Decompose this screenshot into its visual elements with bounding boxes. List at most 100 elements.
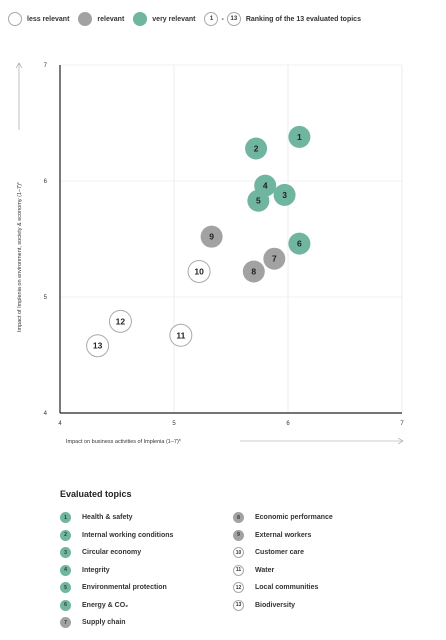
point-label: 12: [116, 316, 126, 326]
point-marker: [245, 137, 268, 160]
topic-item: 9 External workers: [233, 529, 312, 541]
very-relevant-swatch: [133, 12, 148, 26]
y-tick-label: 4: [44, 411, 48, 417]
topic-rank-badge: 9: [233, 529, 244, 541]
point-label: 6: [297, 239, 302, 249]
topic-label: External workers: [255, 531, 312, 539]
topic-item: 13 Biodiversity: [233, 599, 296, 611]
y-tick-label: 5: [44, 295, 48, 301]
topic-rank-badge: 10: [233, 547, 244, 558]
topic-rank-badge: 7: [60, 617, 71, 628]
topic-rank-badge: 5: [60, 582, 71, 593]
point-marker: [273, 183, 296, 206]
data-point-6: 6: [288, 232, 311, 255]
legend-item-less-relevant: less relevant: [8, 12, 69, 26]
topic-label: Local communities: [255, 584, 319, 591]
data-point-1: 1: [288, 125, 311, 148]
y-axis-label: Impact of Implenia on environment, socie…: [17, 181, 23, 332]
topic-label: Supply chain: [82, 619, 126, 626]
topic-item: 1 Health & safety: [60, 512, 133, 523]
y-tick-label: 7: [44, 63, 48, 69]
data-point-8: 8: [242, 260, 265, 283]
topic-rank-badge: 11: [233, 564, 244, 576]
topic-label: Biodiversity: [255, 601, 296, 609]
point-label: 2: [254, 144, 259, 154]
rank-dash: -: [221, 15, 224, 23]
topic-rank-badge: 1: [60, 512, 71, 523]
topic-rank-badge: 8: [233, 512, 244, 523]
topic-rank-badge: 2: [60, 529, 71, 541]
x-axis-label: Impact on business activities of Impleni…: [66, 439, 182, 445]
topic-rank-badge: 4: [60, 564, 71, 576]
point-label: 11: [176, 330, 185, 340]
topic-item: 7 Supply chain: [60, 617, 126, 628]
point-label: 10: [194, 266, 204, 276]
y-tick-label: 6: [44, 179, 48, 185]
point-label: 4: [263, 181, 268, 191]
topic-label: Environmental protection: [82, 584, 167, 591]
topic-item: 10 Customer care: [233, 547, 304, 558]
x-tick-label: 7: [400, 421, 404, 427]
legend-label: less relevant: [27, 15, 70, 23]
point-label: 13: [93, 341, 103, 351]
topic-rank-badge: 12: [233, 582, 244, 593]
topic-label: Health & safety: [82, 514, 133, 521]
legend-label: Ranking of the 13 evaluated topics: [245, 15, 361, 23]
point-label: 7: [272, 254, 277, 264]
legend-item-ranking: 1 - 13 Ranking of the 13 evaluated topic…: [204, 12, 361, 26]
x-axis-arrowhead: [397, 437, 404, 445]
rank-to-badge: 13: [226, 12, 241, 26]
topic-label: Integrity: [82, 566, 110, 574]
topic-item: 5 Environmental protection: [60, 582, 167, 593]
point-label: 5: [256, 196, 261, 206]
data-point-11: 11: [169, 323, 193, 347]
data-point-13: 13: [86, 334, 110, 358]
relevant-swatch: [78, 12, 93, 26]
point-label: 8: [251, 266, 256, 276]
topic-label: Economic performance: [255, 514, 333, 521]
x-tick-label: 5: [172, 421, 176, 427]
y-axis-arrowhead: [15, 62, 23, 69]
x-tick-label: 6: [286, 421, 290, 427]
topic-label: Energy & CO₂: [82, 601, 129, 609]
grid: [60, 64, 403, 413]
topic-item: 3 Circular economy: [60, 547, 141, 558]
relevance-legend: less relevant relevant very relevant 1 -…: [8, 10, 444, 28]
topic-item: 2 Internal working conditions: [60, 529, 174, 541]
topics-title: Evaluated topics: [60, 489, 132, 499]
topic-item: 12 Local communities: [233, 582, 318, 593]
point-label: 3: [282, 190, 287, 200]
point-marker: [263, 247, 286, 270]
data-point-3: 3: [273, 183, 296, 206]
topics-list: 1 Health & safety 2 Internal working condit…: [60, 512, 440, 640]
data-point-2: 2: [245, 137, 268, 160]
topic-rank-badge: 13: [233, 599, 244, 611]
rank-from-badge: 1: [204, 12, 219, 26]
point-marker: [247, 189, 270, 212]
legend-item-relevant: relevant: [78, 12, 124, 26]
point-marker: [187, 259, 211, 283]
data-point-12: 12: [108, 309, 132, 333]
data-point-7: 7: [263, 247, 286, 270]
topic-item: 8 Economic performance: [233, 512, 333, 523]
axes: [15, 62, 404, 445]
topic-label: Internal working conditions: [82, 531, 174, 539]
topic-item: 6 Energy & CO₂: [60, 599, 129, 611]
legend-label: very relevant: [152, 15, 196, 23]
point-marker: [288, 125, 311, 148]
topic-item: 4 Integrity: [60, 564, 110, 576]
data-point-10: 10: [187, 259, 211, 283]
topic-label: Water: [255, 566, 275, 574]
data-point-5: 5: [247, 189, 270, 212]
topic-rank-badge: 3: [60, 547, 71, 558]
topic-item: 11 Water: [233, 564, 275, 576]
point-label: 9: [209, 232, 214, 242]
topic-rank-badge: 6: [60, 599, 71, 611]
less-relevant-swatch: [8, 12, 22, 26]
x-tick-label: 4: [58, 421, 62, 427]
legend-label: relevant: [97, 15, 125, 23]
point-label: 1: [297, 132, 302, 142]
